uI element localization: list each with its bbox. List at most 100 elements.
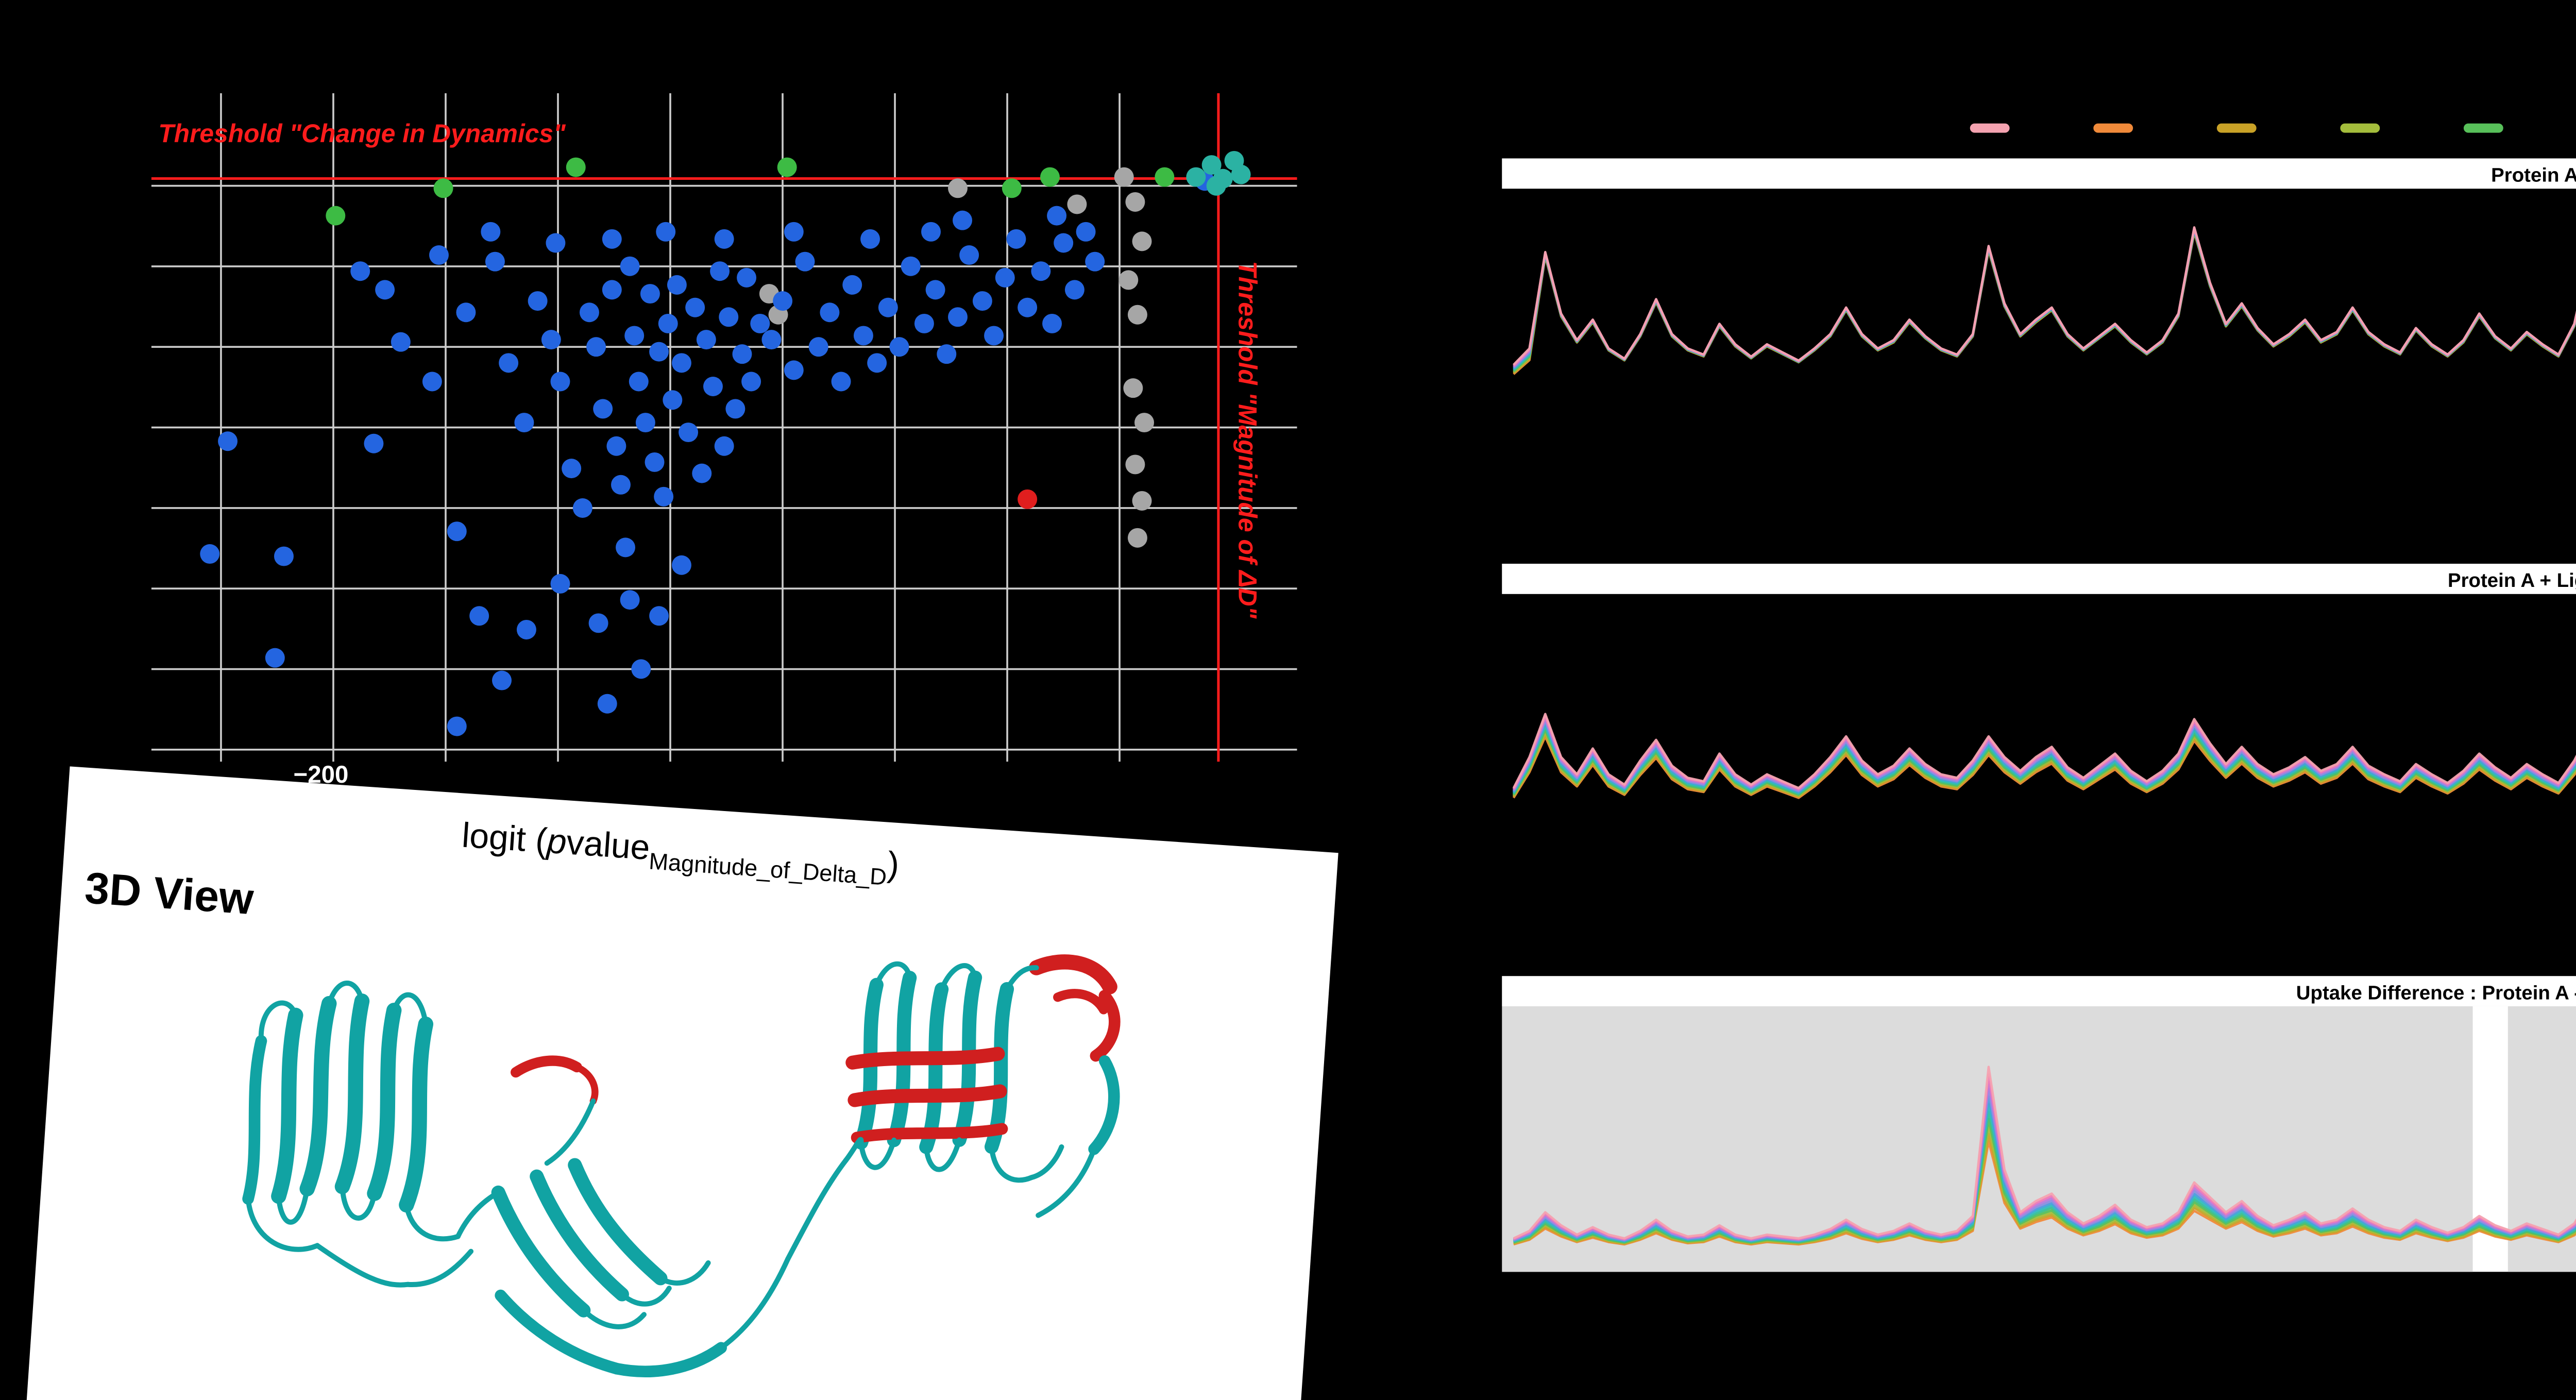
scatter-point[interactable] xyxy=(492,670,512,690)
scatter-point[interactable] xyxy=(860,229,880,249)
scatter-point[interactable] xyxy=(611,475,631,495)
scatter-point[interactable] xyxy=(1114,167,1134,187)
volcano-scatter-plot[interactable] xyxy=(151,93,1297,762)
scatter-point[interactable] xyxy=(937,344,957,364)
scatter-point[interactable] xyxy=(671,353,691,373)
scatter-point[interactable] xyxy=(853,326,873,346)
scatter-point[interactable] xyxy=(808,337,828,357)
scatter-point[interactable] xyxy=(867,353,887,373)
scatter-point[interactable] xyxy=(777,157,797,177)
scatter-point[interactable] xyxy=(640,284,660,304)
uptake-chart-protein-a-ligand[interactable] xyxy=(1502,594,2576,955)
uptake-trace-series-4[interactable] xyxy=(1513,230,2576,387)
scatter-point[interactable] xyxy=(1018,297,1038,317)
uptake-trace-series-8[interactable] xyxy=(1513,228,2576,375)
uptake-trace-series-1[interactable] xyxy=(1513,1066,2576,1240)
scatter-point[interactable] xyxy=(737,267,757,288)
scatter-point[interactable] xyxy=(959,245,979,265)
scatter-point[interactable] xyxy=(1186,167,1206,187)
scatter-point[interactable] xyxy=(1042,313,1062,333)
scatter-point[interactable] xyxy=(1064,280,1084,300)
uptake-trace-series-6[interactable] xyxy=(1512,689,2576,803)
uptake-trace-series-10[interactable] xyxy=(1513,227,2576,368)
uptake-trace-series-9[interactable] xyxy=(1513,228,2576,372)
scatter-point[interactable] xyxy=(1054,233,1074,253)
scatter-point[interactable] xyxy=(984,326,1004,346)
scatter-point[interactable] xyxy=(692,463,712,483)
scatter-point[interactable] xyxy=(995,267,1015,288)
scatter-point[interactable] xyxy=(566,157,586,177)
scatter-point[interactable] xyxy=(761,330,782,350)
scatter-point[interactable] xyxy=(391,332,411,352)
scatter-point[interactable] xyxy=(593,399,613,419)
scatter-point[interactable] xyxy=(616,537,636,558)
scatter-point[interactable] xyxy=(200,544,220,564)
scatter-point[interactable] xyxy=(889,337,909,357)
scatter-point[interactable] xyxy=(1031,261,1051,281)
scatter-point[interactable] xyxy=(1040,167,1060,187)
scatter-point[interactable] xyxy=(1067,194,1087,214)
scatter-point[interactable] xyxy=(972,291,992,311)
protein-3d-structure[interactable] xyxy=(22,766,1338,1400)
scatter-point[interactable] xyxy=(914,313,934,333)
scatter-point[interactable] xyxy=(649,606,669,626)
scatter-point[interactable] xyxy=(265,648,285,668)
uptake-trace-series-3[interactable] xyxy=(1513,231,2576,390)
scatter-point[interactable] xyxy=(469,606,489,626)
scatter-point[interactable] xyxy=(679,423,699,443)
uptake-difference-chart[interactable] xyxy=(1502,1006,2576,1272)
scatter-point[interactable] xyxy=(656,222,676,242)
scatter-point[interactable] xyxy=(671,555,691,575)
scatter-point[interactable] xyxy=(1127,305,1147,325)
legend-swatch-series-4[interactable] xyxy=(2341,124,2381,132)
uptake-trace-series-11[interactable] xyxy=(1513,227,2576,367)
scatter-point[interactable] xyxy=(516,619,536,639)
scatter-point[interactable] xyxy=(649,342,669,362)
scatter-point[interactable] xyxy=(550,574,570,594)
scatter-point[interactable] xyxy=(364,433,384,453)
scatter-point[interactable] xyxy=(1125,192,1145,212)
scatter-point[interactable] xyxy=(499,353,519,373)
scatter-point[interactable] xyxy=(429,245,449,265)
scatter-point[interactable] xyxy=(703,377,723,396)
scatter-point[interactable] xyxy=(1231,164,1251,184)
scatter-point[interactable] xyxy=(528,291,548,311)
scatter-point[interactable] xyxy=(635,413,655,433)
uptake-trace-series-1[interactable] xyxy=(1513,226,2576,366)
scatter-point[interactable] xyxy=(685,297,705,317)
scatter-point[interactable] xyxy=(948,307,968,327)
scatter-point[interactable] xyxy=(948,178,968,198)
scatter-point[interactable] xyxy=(725,399,745,419)
scatter-point[interactable] xyxy=(550,372,570,392)
scatter-point[interactable] xyxy=(714,436,734,456)
scatter-point[interactable] xyxy=(1047,206,1067,226)
scatter-point[interactable] xyxy=(710,261,730,281)
scatter-point[interactable] xyxy=(654,486,674,507)
scatter-point[interactable] xyxy=(953,210,973,230)
scatter-point[interactable] xyxy=(925,280,945,300)
scatter-point[interactable] xyxy=(773,291,793,311)
legend-swatch-series-1[interactable] xyxy=(1970,124,2010,132)
scatter-point[interactable] xyxy=(602,229,622,249)
uptake-chart-protein-a[interactable] xyxy=(1502,189,2576,561)
scatter-point[interactable] xyxy=(714,229,734,249)
scatter-point[interactable] xyxy=(1118,270,1139,290)
scatter-point[interactable] xyxy=(597,694,617,714)
scatter-point[interactable] xyxy=(375,280,395,300)
scatter-point[interactable] xyxy=(274,546,294,566)
uptake-trace-series-7[interactable] xyxy=(1512,686,2576,800)
scatter-point[interactable] xyxy=(588,613,608,633)
uptake-trace-series-5[interactable] xyxy=(1513,229,2576,384)
scatter-point[interactable] xyxy=(624,326,645,346)
scatter-point[interactable] xyxy=(631,659,651,679)
scatter-point[interactable] xyxy=(784,222,804,242)
scatter-point[interactable] xyxy=(422,372,442,392)
scatter-point[interactable] xyxy=(1076,222,1096,242)
scatter-point[interactable] xyxy=(741,372,761,392)
scatter-point[interactable] xyxy=(1132,231,1152,251)
scatter-point[interactable] xyxy=(795,251,815,272)
scatter-point[interactable] xyxy=(842,275,862,295)
scatter-point[interactable] xyxy=(485,251,505,272)
uptake-trace-series-6[interactable] xyxy=(1513,229,2576,381)
scatter-point[interactable] xyxy=(1155,167,1175,187)
